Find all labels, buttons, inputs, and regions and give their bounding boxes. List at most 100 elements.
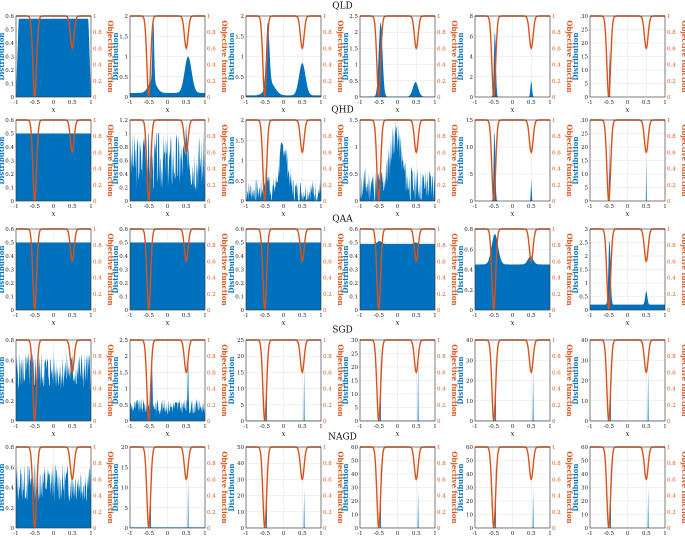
y-tick-label: 0	[470, 526, 474, 532]
distribution-area	[246, 242, 321, 310]
y-tick-label: 0	[11, 95, 15, 101]
left-axis-label: Distribution	[0, 33, 6, 81]
x-tick-label: -0.5	[373, 100, 384, 106]
x-tick-label: 0.5	[527, 424, 536, 430]
x-tick-label: -0.5	[143, 424, 154, 430]
right-tick-label: 0.2	[552, 79, 561, 85]
y-tick-label: 30	[466, 358, 473, 364]
y-tick-label: 0.6	[464, 247, 473, 253]
right-tick-label: 0.8	[323, 354, 332, 360]
y-tick-label: 5	[585, 186, 589, 192]
y-tick-label: 0.5	[5, 132, 14, 138]
right-tick-label: 1	[437, 338, 441, 344]
y-tick-label: 20	[466, 499, 473, 505]
x-tick-label: 0.5	[412, 424, 421, 430]
y-tick-label: 0.2	[5, 399, 14, 405]
left-axis-label: Distribution	[111, 33, 120, 81]
x-tick-label: 0	[626, 531, 630, 537]
right-tick-label: 0.6	[552, 477, 561, 483]
right-tick-label: 0	[93, 308, 97, 314]
y-tick-label: 0.8	[5, 338, 14, 344]
right-tick-label: 0.4	[323, 167, 332, 173]
x-tick-label: 1	[203, 100, 207, 106]
y-tick-label: 0	[585, 95, 589, 101]
right-tick-label: 0.4	[93, 167, 102, 173]
x-tick-label: 1	[319, 424, 323, 430]
x-tick-label: 1	[548, 100, 552, 106]
x-tick-label: -1	[357, 204, 362, 210]
y-tick-label: 3	[585, 227, 589, 233]
x-tick-label: 0	[511, 313, 515, 319]
y-tick-label: 50	[351, 459, 358, 465]
y-tick-label: 2	[470, 75, 474, 81]
x-tick-label: -0.5	[488, 531, 499, 537]
x-tick-label: -1	[587, 531, 592, 537]
y-tick-label: 0	[125, 419, 129, 425]
right-tick-label: 0	[437, 308, 441, 314]
right-tick-label: 0.2	[207, 79, 216, 85]
x-axis-label: x	[166, 210, 170, 218]
x-tick-label: -1	[13, 424, 18, 430]
y-tick-label: 0.6	[5, 465, 14, 471]
distribution-area	[16, 462, 91, 528]
x-tick-label: 0	[626, 204, 630, 210]
y-tick-label: 0.1	[349, 295, 358, 301]
right-tick-label: 0.2	[323, 183, 332, 189]
right-tick-label: 0.2	[437, 183, 446, 189]
y-tick-label: 0.3	[5, 159, 14, 165]
x-tick-label: 1	[663, 313, 667, 319]
right-tick-label: 0.6	[323, 370, 332, 376]
right-tick-label: 0.2	[93, 510, 102, 516]
right-tick-label: 0.6	[437, 259, 446, 265]
right-tick-label: 0.4	[207, 494, 216, 500]
x-tick-label: 1	[319, 100, 323, 106]
y-tick-label: 20	[466, 379, 473, 385]
axes-frame	[245, 119, 322, 202]
axes-frame	[589, 228, 666, 311]
x-axis-label: x	[52, 319, 56, 327]
y-tick-label: 0.6	[235, 227, 244, 233]
y-tick-label: 25	[581, 132, 588, 138]
right-tick-label: 0.8	[437, 134, 446, 140]
x-tick-label: -1	[243, 100, 248, 106]
distribution-area	[475, 32, 550, 97]
right-tick-label: 0.2	[437, 79, 446, 85]
x-tick-label: 1	[203, 204, 207, 210]
y-tick-label: 1	[125, 55, 129, 61]
right-tick-label: 0.8	[667, 354, 676, 360]
distribution-area	[590, 240, 665, 310]
right-tick-label: 0.2	[93, 292, 102, 298]
panel-qhd-5: 0 5 10 15 0 0.2 0.4 0.6 0.8 1 -1 -0.5 0 0.5 1 x Distribu…	[456, 118, 574, 218]
y-tick-label: 0	[355, 419, 359, 425]
y-tick-label: 0.6	[349, 227, 358, 233]
right-tick-label: 0.4	[667, 63, 676, 69]
left-axis-label: Distribution	[227, 246, 236, 294]
y-tick-label: 10	[351, 392, 358, 398]
x-tick-label: -0.5	[373, 204, 384, 210]
y-tick-label: 2.5	[119, 338, 128, 344]
right-axis-label: Objective function	[106, 233, 115, 305]
right-tick-label: 0.8	[207, 461, 216, 467]
panel-nagd-3: 0102030405000.20.40.60.81-1-0.500.51xDis…	[227, 445, 345, 537]
y-tick-label: 20	[121, 445, 128, 451]
axes-frame	[359, 119, 436, 202]
y-tick-label: 0.3	[349, 268, 358, 274]
panel-qhd-6: 0 5 10 15 20 25 30 0 0.2 0.4 0.6 0.8 1 -1 -0.5 0 0.5 1 x Di…	[571, 118, 685, 218]
x-tick-label: -0.5	[259, 531, 270, 537]
right-tick-label: 0.2	[323, 510, 332, 516]
x-axis-label: x	[166, 106, 170, 114]
y-tick-label: 1.5	[235, 34, 244, 40]
y-tick-label: 5	[355, 406, 359, 412]
y-tick-label: 0	[355, 526, 359, 532]
right-axis-label: Objective function	[565, 344, 574, 416]
y-tick-label: 1.5	[349, 118, 358, 124]
right-tick-label: 0.2	[667, 292, 676, 298]
x-tick-label: -0.5	[29, 100, 40, 106]
y-tick-label: 0	[241, 199, 245, 205]
x-tick-label: -1	[587, 424, 592, 430]
right-tick-label: 0.4	[93, 276, 102, 282]
right-tick-label: 0.4	[552, 63, 561, 69]
right-tick-label: 1	[552, 14, 556, 20]
x-tick-label: 0.5	[68, 424, 77, 430]
y-tick-label: 50	[237, 445, 244, 451]
